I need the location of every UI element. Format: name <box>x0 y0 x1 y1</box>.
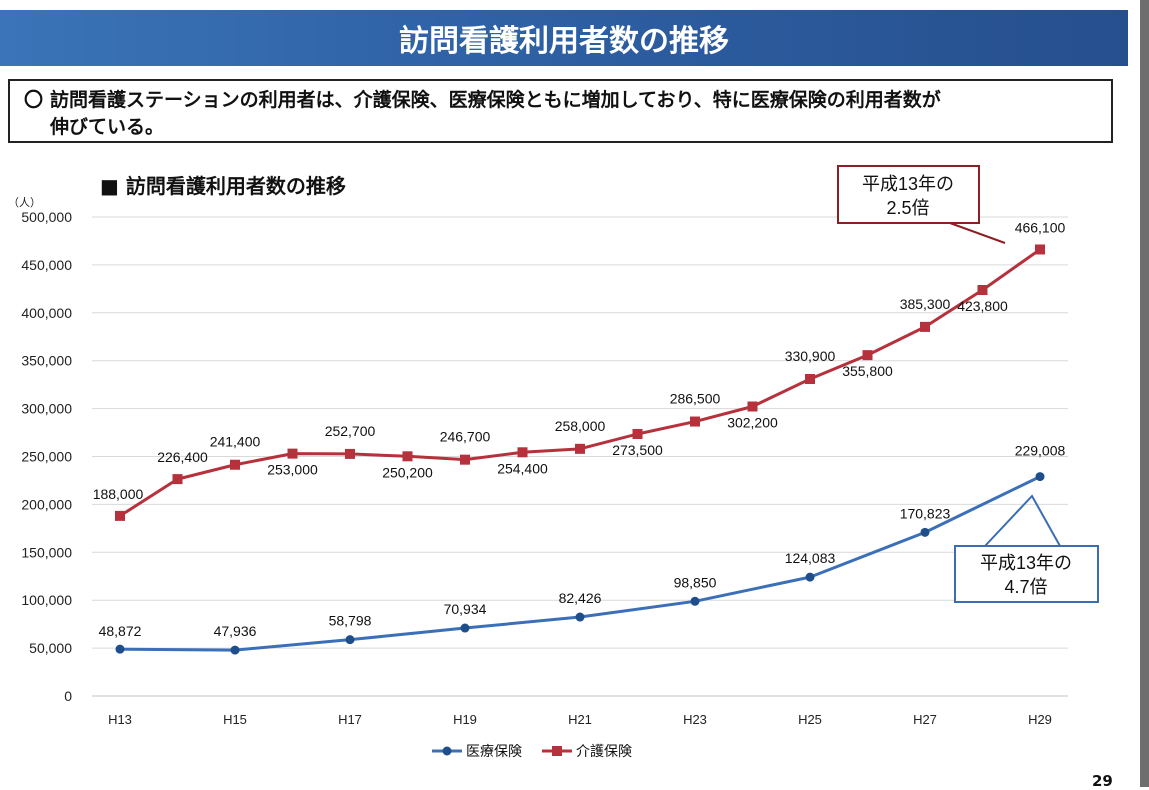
data-label: 355,800 <box>842 363 893 379</box>
data-label: 98,850 <box>674 574 717 590</box>
data-point-kaigo <box>977 284 988 295</box>
y-tick-label: 250,000 <box>21 449 72 465</box>
data-point-kaigo <box>402 451 413 462</box>
data-point-kaigo <box>517 447 528 458</box>
legend-marker-kaigo <box>552 746 562 756</box>
y-tick-label: 100,000 <box>21 592 72 608</box>
data-label: 253,000 <box>267 462 318 478</box>
y-tick-label: 350,000 <box>21 353 72 369</box>
circle-bullet-icon: 〇 <box>24 89 44 111</box>
x-tick-label: H19 <box>453 712 477 727</box>
x-tick-label: H15 <box>223 712 247 727</box>
data-label: 48,872 <box>99 623 142 639</box>
y-tick-label: 150,000 <box>21 544 72 560</box>
summary-line-1: 〇訪問看護ステーションの利用者は、介護保険、医療保険ともに増加しており、特に医療… <box>24 87 1099 114</box>
y-tick-label: 500,000 <box>21 209 72 225</box>
data-point-iryo <box>575 612 585 622</box>
data-point-kaigo <box>172 474 183 485</box>
data-point-iryo <box>345 635 355 645</box>
data-label: 47,936 <box>214 623 257 639</box>
data-label: 250,200 <box>382 464 433 480</box>
data-label: 258,000 <box>555 418 606 434</box>
data-point-kaigo <box>115 510 125 521</box>
data-point-iryo <box>230 645 240 655</box>
data-point-kaigo <box>920 321 930 332</box>
annotation-text: 2.5倍 <box>886 198 929 218</box>
annotation-text: 4.7倍 <box>1004 577 1047 597</box>
y-tick-label: 50,000 <box>29 640 72 656</box>
data-label: 302,200 <box>727 414 778 430</box>
data-label: 385,300 <box>900 296 951 312</box>
data-label: 82,426 <box>559 590 602 606</box>
y-tick-label: 200,000 <box>21 496 72 512</box>
data-point-kaigo <box>575 443 585 454</box>
data-label: 70,934 <box>444 601 487 617</box>
data-point-kaigo <box>690 416 700 427</box>
data-label: 466,100 <box>1015 219 1066 235</box>
data-label: 170,823 <box>900 505 951 521</box>
data-label: 330,900 <box>785 348 836 364</box>
annotation-pointer-iryo <box>984 494 1061 547</box>
annotation-text: 平成13年の <box>980 553 1072 573</box>
annotation-box-kaigo <box>837 165 980 224</box>
summary-text-1: 訪問看護ステーションの利用者は、介護保険、医療保険ともに増加しており、特に医療保… <box>50 89 941 111</box>
data-label: 252,700 <box>325 423 376 439</box>
page-title: 訪問看護利用者数の推移 <box>399 24 729 59</box>
data-label: 226,400 <box>157 449 208 465</box>
data-point-kaigo <box>747 401 758 412</box>
data-point-kaigo <box>230 459 240 470</box>
data-point-kaigo <box>862 350 873 361</box>
x-tick-label: H17 <box>338 712 362 727</box>
x-tick-label: H21 <box>568 712 592 727</box>
data-label: 286,500 <box>670 391 721 407</box>
data-point-kaigo <box>345 448 355 459</box>
x-tick-label: H27 <box>913 712 937 727</box>
summary-text-2: 伸びている。 <box>50 116 165 138</box>
data-point-iryo <box>115 644 125 654</box>
data-label: 124,083 <box>785 550 836 566</box>
y-tick-label: 400,000 <box>21 305 72 321</box>
data-point-kaigo <box>1035 244 1045 255</box>
data-point-kaigo <box>287 448 298 459</box>
data-label: 241,400 <box>210 434 261 450</box>
legend-label-iryo: 医療保険 <box>466 743 522 759</box>
data-label: 254,400 <box>497 460 548 476</box>
right-edge-bar <box>1140 0 1149 787</box>
x-tick-label: H13 <box>108 712 132 727</box>
y-tick-label: 0 <box>64 688 72 704</box>
data-label: 188,000 <box>93 486 144 502</box>
data-label: 423,800 <box>957 298 1008 314</box>
header-banner: 訪問看護利用者数の推移 <box>0 10 1128 66</box>
data-point-kaigo <box>805 373 815 384</box>
data-point-iryo <box>805 572 815 582</box>
data-point-iryo <box>920 527 930 537</box>
data-point-iryo <box>460 623 470 633</box>
x-tick-label: H23 <box>683 712 707 727</box>
y-tick-label: 450,000 <box>21 257 72 273</box>
page-number: 29 <box>1092 772 1113 790</box>
series-line-kaigo <box>119 248 1041 518</box>
x-tick-label: H29 <box>1028 712 1052 727</box>
x-tick-label: H25 <box>798 712 822 727</box>
y-axis-unit: （人） <box>8 196 41 209</box>
data-label: 58,798 <box>329 613 372 629</box>
data-point-kaigo <box>460 454 470 465</box>
data-point-kaigo <box>632 428 643 439</box>
data-point-iryo <box>1035 472 1045 482</box>
legend-marker-iryo <box>442 746 452 756</box>
data-point-iryo <box>690 596 700 606</box>
annotation-pointer-kaigo <box>910 222 1006 244</box>
data-label: 229,008 <box>1015 443 1066 459</box>
summary-box: 〇訪問看護ステーションの利用者は、介護保険、医療保険ともに増加しており、特に医療… <box>8 79 1113 143</box>
annotation-text: 平成13年の <box>862 174 954 194</box>
legend-label-kaigo: 介護保険 <box>576 743 632 759</box>
annotation-box-iryo <box>954 545 1099 603</box>
data-label: 246,700 <box>440 429 491 445</box>
data-label: 273,500 <box>612 442 663 458</box>
series-line-iryo <box>119 475 1041 652</box>
chart-title: ■ 訪問看護利用者数の推移 <box>100 174 346 198</box>
y-tick-label: 300,000 <box>21 401 72 417</box>
